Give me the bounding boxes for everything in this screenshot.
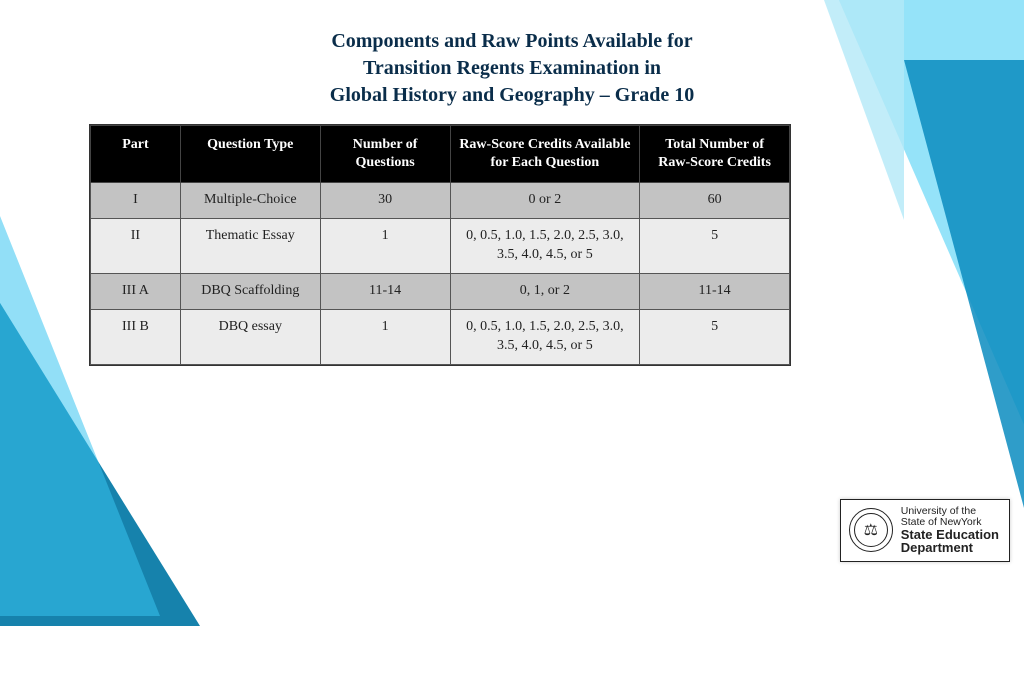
col-part: Part [91, 126, 181, 183]
cell: 11-14 [320, 274, 450, 310]
table-row: II Thematic Essay 1 0, 0.5, 1.0, 1.5, 2.… [91, 219, 790, 274]
cell: Multiple-Choice [180, 183, 320, 219]
cell: 60 [640, 183, 790, 219]
cell: 0, 1, or 2 [450, 274, 640, 310]
cell: 30 [320, 183, 450, 219]
logo-line-4: Department [901, 541, 999, 555]
logo-line-3: State Education [901, 528, 999, 542]
cell: I [91, 183, 181, 219]
col-total: Total Number of Raw-Score Credits [640, 126, 790, 183]
col-numq: Number of Questions [320, 126, 450, 183]
table-row: I Multiple-Choice 30 0 or 2 60 [91, 183, 790, 219]
org-logo: ⚖ University of the State of NewYork Sta… [840, 499, 1010, 562]
seal-glyph: ⚖ [864, 520, 878, 540]
title-line-3: Global History and Geography – Grade 10 [330, 84, 694, 106]
cell: 0, 0.5, 1.0, 1.5, 2.0, 2.5, 3.0, 3.5, 4.… [450, 309, 640, 364]
title-line-2: Transition Regents Examination in [363, 57, 661, 79]
cell: 0, 0.5, 1.0, 1.5, 2.0, 2.5, 3.0, 3.5, 4.… [450, 219, 640, 274]
table-row: III A DBQ Scaffolding 11-14 0, 1, or 2 1… [91, 274, 790, 310]
cell: DBQ Scaffolding [180, 274, 320, 310]
cell: II [91, 219, 181, 274]
cell: 11-14 [640, 274, 790, 310]
table-row: III B DBQ essay 1 0, 0.5, 1.0, 1.5, 2.0,… [91, 309, 790, 364]
cell: 1 [320, 219, 450, 274]
cell: DBQ essay [180, 309, 320, 364]
components-table: Part Question Type Number of Questions R… [90, 125, 790, 365]
title-line-1: Components and Raw Points Available for [331, 30, 692, 52]
cell: 5 [640, 219, 790, 274]
cell: 1 [320, 309, 450, 364]
logo-text: University of the State of NewYork State… [901, 506, 999, 555]
cell: Thematic Essay [180, 219, 320, 274]
seal-icon: ⚖ [849, 508, 893, 552]
cell: 5 [640, 309, 790, 364]
cell: 0 or 2 [450, 183, 640, 219]
page-title: Components and Raw Points Available for … [90, 28, 934, 109]
cell: III B [91, 309, 181, 364]
table-header-row: Part Question Type Number of Questions R… [91, 126, 790, 183]
col-qtype: Question Type [180, 126, 320, 183]
col-credits: Raw-Score Credits Available for Each Que… [450, 126, 640, 183]
slide-content: Components and Raw Points Available for … [0, 0, 1024, 365]
cell: III A [91, 274, 181, 310]
